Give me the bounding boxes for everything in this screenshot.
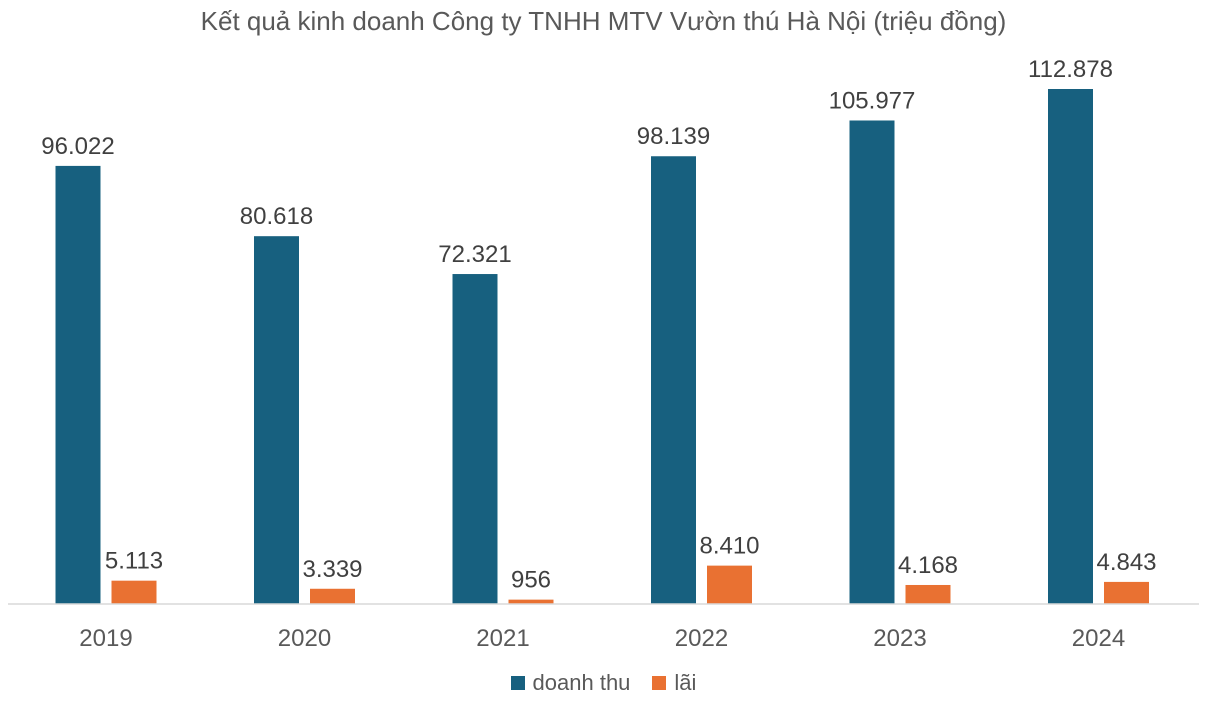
bar-doanh-thu-2021: [452, 274, 498, 604]
data-label-doanh-thu-2020: 80.618: [240, 203, 313, 230]
x-tick-label-2022: 2022: [675, 625, 728, 652]
legend: doanh thu lãi: [0, 670, 1207, 696]
chart-title: Kết quả kinh doanh Công ty TNHH MTV Vườn…: [200, 6, 1007, 36]
x-tick-label-2024: 2024: [1072, 625, 1125, 652]
data-label-doanh-thu-2022: 98.139: [637, 123, 710, 150]
data-label-lai-2020: 3.339: [302, 556, 362, 583]
data-label-lai-2023: 4.168: [898, 552, 958, 579]
x-tick-label-2020: 2020: [278, 625, 331, 652]
legend-swatch-lai: [652, 676, 667, 690]
legend-swatch-doanh-thu: [510, 676, 525, 690]
data-label-doanh-thu-2024: 112.878: [1028, 56, 1113, 83]
x-tick-label-2019: 2019: [79, 625, 132, 652]
bar-lai-2022: [707, 565, 752, 604]
data-label-lai-2024: 4.843: [1096, 549, 1156, 576]
bar-lai-2019: [111, 580, 157, 604]
data-label-doanh-thu-2019: 96.022: [41, 133, 114, 160]
data-labels-group: 96.022 5.113 80.618 3.339 72.321 956 98.139 8.4…: [41, 56, 1156, 594]
bar-doanh-thu-2019: [55, 165, 101, 605]
legend-label-lai: lãi: [674, 670, 697, 695]
data-label-lai-2021: 956: [511, 567, 551, 594]
bar-lai-2020: [310, 588, 355, 604]
x-tick-label-2021: 2021: [476, 625, 529, 652]
bar-lai-2024: [1104, 581, 1149, 604]
bar-doanh-thu-2022: [651, 156, 696, 605]
bars-group: [55, 89, 1149, 605]
legend-item-doanh-thu: doanh thu: [510, 670, 631, 696]
bar-doanh-thu-2024: [1048, 89, 1093, 604]
bar-lai-2023: [905, 584, 951, 604]
x-tick-labels-group: 2019 2020 2021 2022 2023 2024: [79, 625, 1125, 652]
bar-doanh-thu-2020: [254, 236, 299, 604]
data-label-lai-2019: 5.113: [105, 548, 163, 575]
legend-label-doanh-thu: doanh thu: [532, 670, 631, 695]
data-label-lai-2022: 8.410: [699, 533, 759, 560]
legend-item-lai: lãi: [652, 670, 696, 696]
x-tick-label-2023: 2023: [873, 625, 926, 652]
data-label-doanh-thu-2023: 105.977: [829, 87, 916, 114]
data-label-doanh-thu-2021: 72.321: [438, 241, 511, 268]
bar-lai-2021: [508, 599, 554, 604]
bar-doanh-thu-2023: [849, 120, 895, 605]
